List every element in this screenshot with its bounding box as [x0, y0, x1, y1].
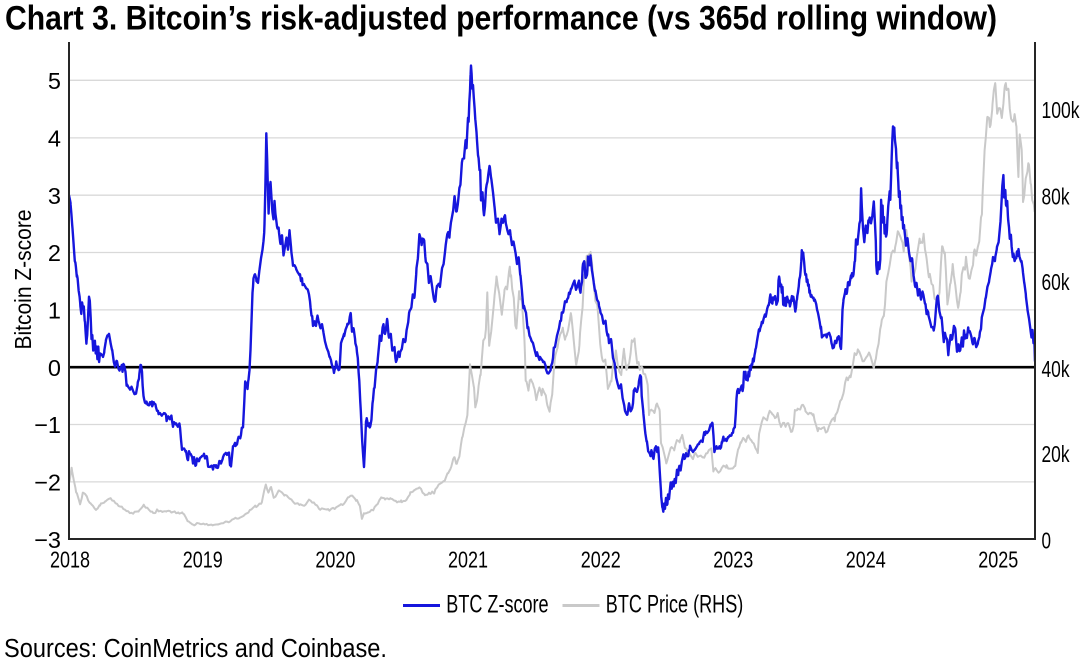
svg-text:Chart 3. Bitcoin’s risk-adjust: Chart 3. Bitcoin’s risk-adjusted perform… [5, 0, 997, 38]
svg-text:0: 0 [1042, 528, 1052, 554]
svg-text:BTC Price (RHS): BTC Price (RHS) [606, 591, 744, 619]
svg-text:2023: 2023 [713, 547, 753, 573]
svg-text:5: 5 [48, 68, 61, 94]
svg-text:1: 1 [48, 298, 61, 324]
svg-text:2019: 2019 [183, 547, 223, 573]
svg-text:BTC Z-score: BTC Z-score [446, 591, 548, 619]
svg-text:2018: 2018 [50, 547, 90, 573]
svg-text:40k: 40k [1042, 356, 1070, 382]
svg-text:2021: 2021 [448, 547, 488, 573]
svg-text:2024: 2024 [846, 547, 886, 573]
svg-text:2: 2 [48, 240, 61, 266]
svg-text:60k: 60k [1042, 269, 1070, 295]
svg-text:100k: 100k [1042, 97, 1080, 123]
svg-text:0: 0 [48, 355, 61, 381]
svg-text:4: 4 [48, 126, 61, 152]
svg-text:80k: 80k [1042, 184, 1070, 210]
svg-text:−3: −3 [34, 527, 61, 553]
svg-text:2025: 2025 [978, 547, 1018, 573]
svg-text:3: 3 [48, 183, 61, 209]
svg-text:20k: 20k [1042, 441, 1070, 467]
svg-text:2022: 2022 [581, 547, 621, 573]
svg-text:−1: −1 [34, 412, 61, 438]
svg-text:−2: −2 [34, 470, 61, 496]
svg-text:Bitcoin Z-score: Bitcoin Z-score [10, 210, 36, 350]
svg-text:Sources: CoinMetrics and Coinb: Sources: CoinMetrics and Coinbase. [4, 635, 387, 663]
svg-text:2020: 2020 [315, 547, 355, 573]
